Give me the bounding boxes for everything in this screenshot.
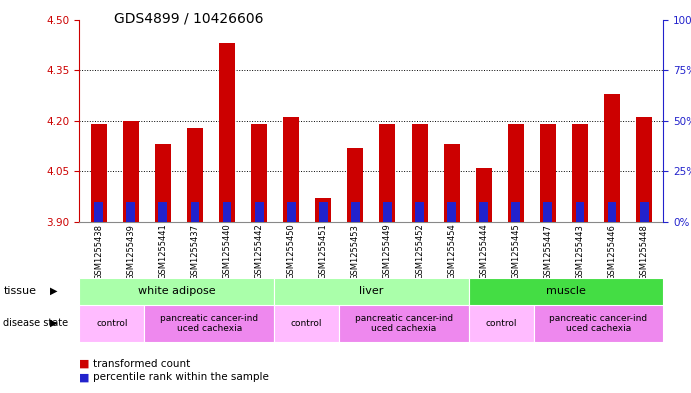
Text: pancreatic cancer-ind
uced cachexia: pancreatic cancer-ind uced cachexia	[549, 314, 647, 333]
Text: transformed count: transformed count	[93, 358, 191, 369]
Text: GSM1255440: GSM1255440	[223, 224, 231, 279]
Bar	[475, 168, 492, 222]
Text: GSM1255449: GSM1255449	[383, 224, 392, 279]
Text: GSM1255446: GSM1255446	[607, 224, 616, 279]
Text: GSM1255441: GSM1255441	[158, 224, 167, 279]
Bar	[144, 305, 274, 342]
Text: GSM1255447: GSM1255447	[543, 224, 552, 279]
Bar	[540, 124, 556, 222]
Bar	[604, 94, 620, 222]
Text: pancreatic cancer-ind
uced cachexia: pancreatic cancer-ind uced cachexia	[160, 314, 258, 333]
Bar	[508, 124, 524, 222]
Text: control: control	[291, 319, 322, 328]
Bar	[251, 124, 267, 222]
Bar	[79, 305, 144, 342]
Bar	[187, 128, 203, 222]
Text: control: control	[485, 319, 517, 328]
Bar	[511, 202, 520, 222]
Bar	[219, 43, 235, 222]
Bar	[543, 202, 552, 222]
Bar	[158, 202, 167, 222]
Text: GSM1255438: GSM1255438	[94, 224, 103, 280]
Bar	[315, 198, 331, 222]
Text: pancreatic cancer-ind
uced cachexia: pancreatic cancer-ind uced cachexia	[354, 314, 453, 333]
Text: GSM1255442: GSM1255442	[254, 224, 264, 279]
Bar	[412, 124, 428, 222]
Text: GSM1255450: GSM1255450	[287, 224, 296, 279]
Bar	[155, 145, 171, 222]
Text: GSM1255437: GSM1255437	[191, 224, 200, 280]
Text: control: control	[96, 319, 128, 328]
Text: muscle: muscle	[546, 286, 586, 296]
Text: GSM1255453: GSM1255453	[351, 224, 360, 279]
Bar	[191, 202, 200, 222]
Bar	[447, 202, 456, 222]
Bar	[640, 202, 649, 222]
Bar	[223, 202, 231, 222]
Bar	[351, 202, 360, 222]
Text: tissue: tissue	[3, 286, 37, 296]
Bar	[274, 305, 339, 342]
Bar	[287, 202, 296, 222]
Bar	[79, 278, 274, 305]
Bar	[444, 145, 460, 222]
Text: GSM1255445: GSM1255445	[511, 224, 520, 279]
Text: white adipose: white adipose	[138, 286, 216, 296]
Bar	[283, 118, 299, 222]
Bar	[255, 202, 263, 222]
Bar	[468, 305, 533, 342]
Bar	[91, 124, 106, 222]
Bar	[123, 121, 139, 222]
Text: GSM1255452: GSM1255452	[415, 224, 424, 279]
Bar	[576, 202, 585, 222]
Text: percentile rank within the sample: percentile rank within the sample	[93, 372, 269, 382]
Text: GSM1255444: GSM1255444	[479, 224, 489, 279]
Bar	[319, 202, 328, 222]
Bar	[339, 305, 468, 342]
Text: GSM1255454: GSM1255454	[447, 224, 456, 279]
Text: disease state: disease state	[3, 318, 68, 328]
Text: liver: liver	[359, 286, 384, 296]
Bar	[468, 278, 663, 305]
Bar	[348, 148, 363, 222]
Text: ▶: ▶	[50, 286, 57, 296]
Text: GSM1255451: GSM1255451	[319, 224, 328, 279]
Bar	[379, 124, 395, 222]
Text: GSM1255439: GSM1255439	[126, 224, 135, 279]
Text: GDS4899 / 10426606: GDS4899 / 10426606	[114, 12, 263, 26]
Bar	[415, 202, 424, 222]
Text: GSM1255448: GSM1255448	[640, 224, 649, 279]
Bar	[126, 202, 135, 222]
Bar	[533, 305, 663, 342]
Text: ■: ■	[79, 358, 90, 369]
Bar	[274, 278, 468, 305]
Text: ■: ■	[79, 372, 90, 382]
Bar	[383, 202, 392, 222]
Bar	[607, 202, 616, 222]
Bar	[94, 202, 103, 222]
Bar	[636, 118, 652, 222]
Text: GSM1255443: GSM1255443	[576, 224, 585, 279]
Bar	[572, 124, 588, 222]
Text: ▶: ▶	[50, 318, 57, 328]
Bar	[480, 202, 488, 222]
